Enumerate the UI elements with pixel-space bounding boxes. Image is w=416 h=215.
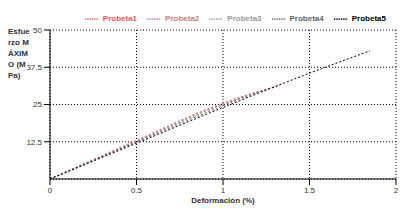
html-text:Probeta2: Probeta2 [165,14,200,24]
html-text:Probeta1: Probeta1 [102,14,138,24]
svg-text:1: 1 [221,186,226,195]
svg-text:25: 25 [33,100,42,109]
html-text:Probeta4: Probeta4 [289,14,324,24]
svg-text:50: 50 [33,26,42,35]
html-text:Probeta3: Probeta3 [227,14,262,24]
svg-text:2: 2 [394,186,399,195]
svg-text:1.5: 1.5 [304,186,316,195]
svg-text:Deformación (%): Deformación (%) [191,196,255,205]
svg-text:0: 0 [48,186,53,195]
svg-text:37.5: 37.5 [26,63,42,72]
svg-text:12.5: 12.5 [26,138,42,147]
svg-text:0.5: 0.5 [131,186,143,195]
html-text:Esfuerzo MÁXIMO (MPa): Esfuerzo MÁXIMO (MPa) [8,27,30,80]
html-text:Probeta5: Probeta5 [351,14,386,24]
